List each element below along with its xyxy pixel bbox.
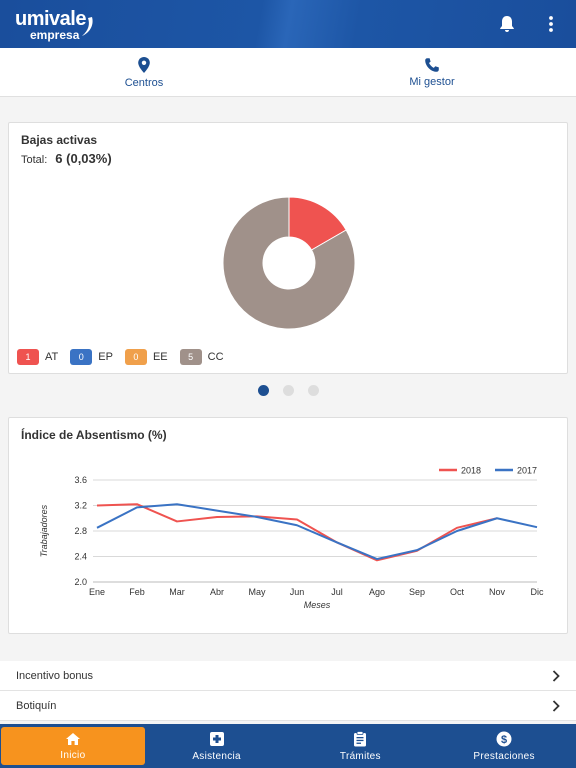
legend-item-at: 1 AT — [17, 349, 58, 365]
x-tick-label: Jun — [290, 587, 305, 597]
chevron-right-icon — [552, 669, 560, 682]
legend-label-2018: 2018 — [461, 466, 481, 476]
tab-tramites[interactable]: Trámites — [289, 724, 433, 768]
app-header: umivale empresa — [0, 0, 576, 48]
x-tick-label: Ene — [89, 587, 105, 597]
legend-badge-ep: 0 — [70, 349, 93, 365]
tab-tramites-label: Trámites — [339, 750, 381, 762]
donut-slice-cc[interactable] — [222, 196, 356, 330]
medical-cross-icon — [209, 731, 224, 746]
x-tick-label: Nov — [489, 587, 506, 597]
x-tick-label: Dic — [531, 587, 544, 597]
quick-nav: Centros Mi gestor — [0, 48, 576, 97]
centros-label: Centros — [124, 76, 164, 89]
clipboard-icon — [354, 730, 367, 746]
series-line-2018 — [96, 503, 498, 562]
absentismo-line-chart: 2.0 2.4 2.8 3.2 3.6 Ene Feb Mar Abr May Jun Jul Ago S… — [39, 466, 544, 609]
x-tick-label: Ago — [369, 587, 385, 597]
x-tick-label: Mar — [169, 587, 185, 597]
logo-swoosh-icon — [82, 17, 93, 36]
legend-badge-cc: 5 — [179, 349, 202, 365]
legend-label-cc: CC — [207, 351, 224, 363]
x-tick-label: Feb — [129, 587, 145, 597]
tab-inicio-label: Inicio — [60, 749, 86, 761]
tab-asistencia-label: Asistencia — [192, 750, 241, 762]
bottom-nav: Inicio Asistencia Trámites $ P — [0, 724, 576, 768]
legend-item-cc: 5 CC — [179, 349, 224, 365]
y-tick-label: 2.0 — [74, 577, 87, 587]
header-actions — [496, 13, 562, 35]
x-tick-label: Abr — [210, 587, 224, 597]
pager-dot-3[interactable] — [307, 385, 319, 396]
bajas-donut-chart — [222, 196, 356, 330]
bell-icon — [500, 16, 514, 32]
phone-icon — [425, 57, 439, 72]
total-value: 6 (0,03%) — [55, 151, 112, 166]
y-tick-label: 2.8 — [74, 526, 87, 536]
legend-badge-ee: 0 — [124, 349, 147, 365]
svg-text:$: $ — [501, 734, 507, 746]
y-axis-label: Trabajadores — [39, 504, 49, 557]
list-item-botiquin[interactable]: Botiquín — [0, 691, 576, 721]
more-menu-button[interactable] — [540, 13, 562, 35]
mi-gestor-label: Mi gestor — [409, 75, 455, 88]
home-icon — [65, 732, 80, 745]
legend-label-at: AT — [45, 351, 59, 363]
centros-button[interactable]: Centros — [0, 48, 288, 96]
legend-label-ee: EE — [152, 351, 168, 363]
x-tick-label: Oct — [450, 587, 465, 597]
logo-text: umivale — [15, 8, 86, 30]
series-line-2017 — [96, 503, 538, 561]
more-vertical-icon — [549, 16, 553, 32]
legend-label-ep: EP — [98, 351, 113, 363]
tab-inicio[interactable]: Inicio — [1, 727, 145, 765]
notifications-button[interactable] — [496, 13, 518, 35]
x-axis-label: Meses — [304, 600, 331, 608]
tab-prestaciones-label: Prestaciones — [473, 750, 535, 762]
menu-list: Incentivo bonus Botiquín — [0, 661, 576, 721]
bajas-legend: 1 AT 0 EP 0 EE 5 CC — [17, 349, 224, 365]
absentismo-title: Índice de Absentismo (%) — [21, 428, 167, 442]
chevron-right-icon — [552, 699, 560, 712]
dollar-icon: $ — [496, 731, 512, 746]
pager-dot-1[interactable] — [257, 385, 269, 396]
x-tick-label: Jul — [331, 587, 343, 597]
botiquin-label: Botiquín — [16, 699, 57, 712]
x-tick-label: May — [248, 587, 266, 597]
carousel-pager — [0, 385, 576, 396]
logo-subtext: empresa — [30, 28, 80, 42]
legend-item-ee: 0 EE — [124, 349, 168, 365]
legend-label-2017: 2017 — [517, 466, 537, 476]
y-tick-label: 3.6 — [74, 475, 87, 485]
bajas-total: Total: 6 (0,03%) — [21, 151, 112, 166]
location-pin-icon — [138, 56, 150, 73]
legend-item-ep: 0 EP — [70, 349, 113, 365]
bajas-title: Bajas activas — [21, 133, 98, 147]
incentivo-bonus-label: Incentivo bonus — [16, 669, 94, 682]
absentismo-card[interactable]: Índice de Absentismo (%) 2.0 2.4 2.8 3.2 3.6… — [8, 417, 568, 634]
y-tick-label: 2.4 — [74, 552, 87, 562]
pager-dot-2[interactable] — [282, 385, 294, 396]
legend-badge-at: 1 — [17, 349, 39, 365]
tab-prestaciones[interactable]: $ Prestaciones — [432, 724, 576, 768]
umivale-logo[interactable]: umivale empresa — [14, 4, 104, 44]
x-tick-label: Sep — [409, 587, 425, 597]
y-tick-label: 3.2 — [74, 501, 87, 511]
list-item-incentivo-bonus[interactable]: Incentivo bonus — [0, 661, 576, 691]
bajas-activas-card[interactable]: Bajas activas Total: 6 (0,03%) 1 AT 0 EP… — [8, 122, 568, 374]
tab-asistencia[interactable]: Asistencia — [145, 724, 289, 768]
total-label: Total: — [21, 154, 48, 166]
mi-gestor-button[interactable]: Mi gestor — [288, 48, 576, 96]
